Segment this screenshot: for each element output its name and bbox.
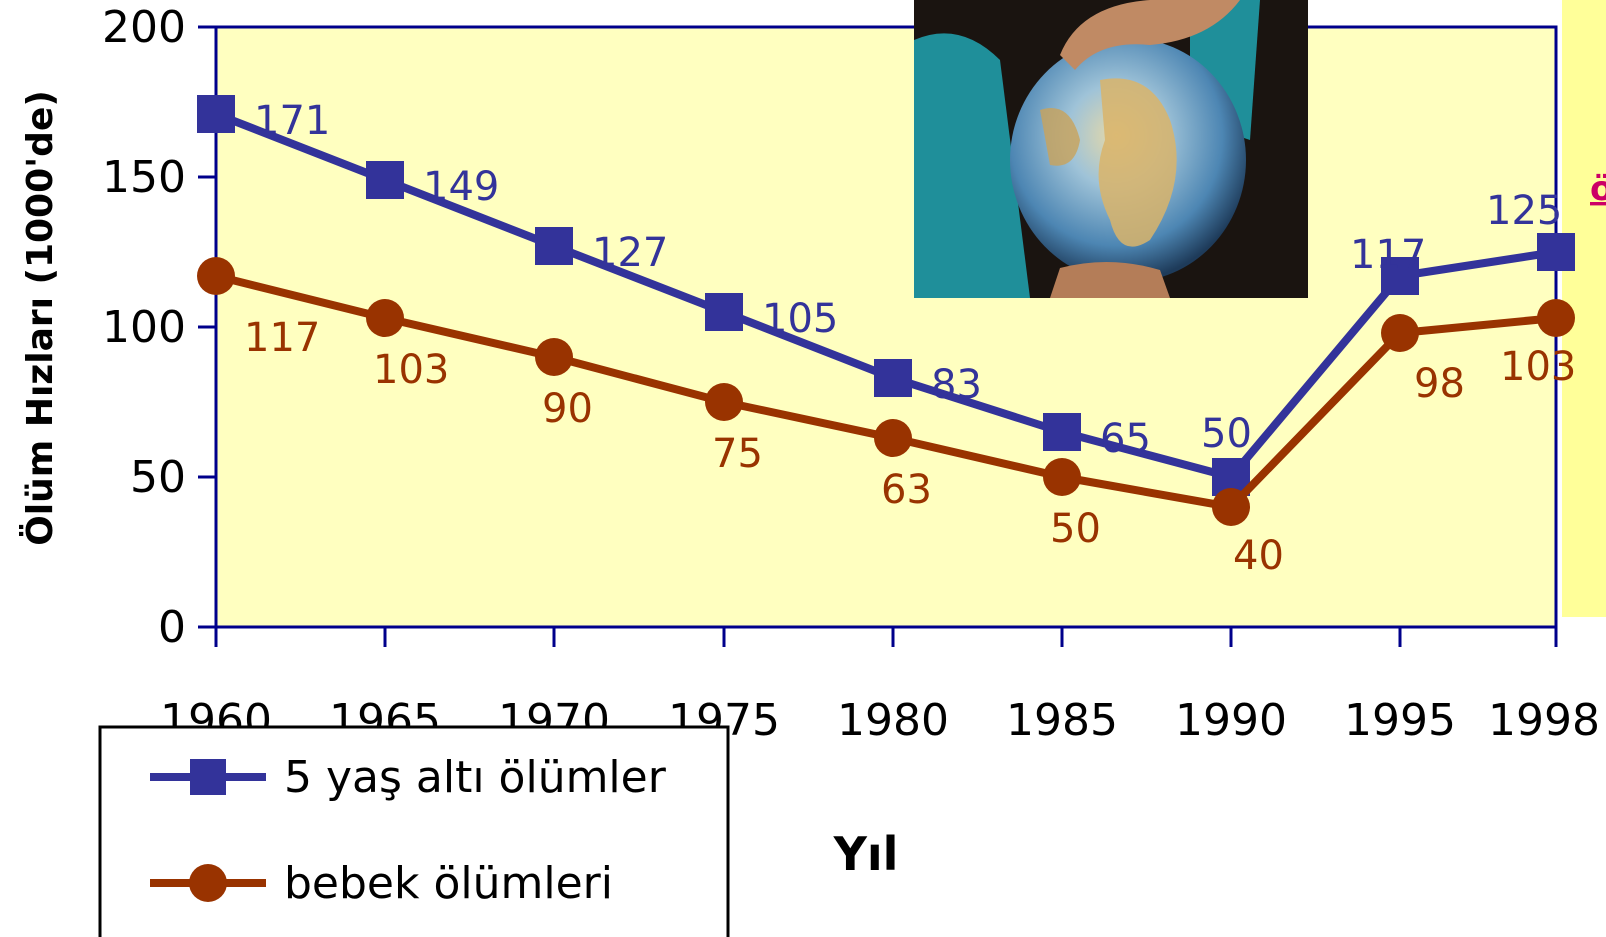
side-panel-text[interactable]: ö [1590,169,1606,209]
data-label: 105 [762,296,838,342]
data-point [874,419,912,457]
data-label: 98 [1414,361,1465,407]
data-point [197,257,235,295]
data-point [366,161,404,199]
legend-label-under5: 5 yaş altı ölümler [284,752,667,803]
x-tick-label: 1985 [1006,695,1118,746]
data-label: 127 [592,230,668,276]
data-label: 50 [1050,506,1101,552]
continent-shape-2 [1040,108,1080,166]
data-label: 65 [1100,416,1151,462]
x-tick-label: 1995 [1344,695,1456,746]
hand-bottom [1050,261,1170,298]
x-tick-label: 1998 [1488,695,1600,746]
data-point [705,293,743,331]
x-tick-label: 1980 [837,695,949,746]
data-label: 103 [1500,344,1576,390]
data-point [535,227,573,265]
data-label: 75 [712,431,763,477]
y-tick-label: 150 [102,152,186,203]
legend-label-infant: bebek ölümleri [284,858,613,909]
x-axis-title: Yıl [833,827,899,881]
legend-marker-square-icon [190,759,226,795]
continent-shape [1098,78,1177,247]
data-point [1381,257,1419,295]
legend-marker-circle-icon [189,864,227,902]
data-label: 149 [423,164,499,210]
globe-photo [914,0,1308,298]
y-tick-label: 100 [102,302,186,353]
data-label: 171 [254,98,330,144]
y-axis-title: Ölüm Hızları (1000'de) [19,90,61,546]
data-point [874,359,912,397]
teal-shirt [914,33,1030,298]
series-under5: 171 149 127 105 83 65 50 117 125 [197,95,1575,496]
data-label: 63 [881,467,932,513]
data-label: 40 [1233,533,1284,579]
series-layer: 171 149 127 105 83 65 50 117 125 117 103 90 75 63 50 40… [197,95,1576,579]
data-point [535,338,573,376]
data-label: 83 [931,362,982,408]
data-label: 117 [1350,232,1426,278]
y-axis: 0 50 100 150 200 [102,2,218,653]
data-point [366,299,404,337]
data-label: 125 [1486,188,1562,234]
data-point [705,383,743,421]
legend: 5 yaş altı ölümler bebek ölümleri [98,725,730,937]
data-point [1537,299,1575,337]
y-tick-label: 0 [158,602,186,653]
data-point [1537,233,1575,271]
data-point [1212,488,1250,526]
series-infant: 117 103 90 75 63 50 40 98 103 [197,257,1576,579]
y-tick-label: 200 [102,2,186,53]
data-point [1381,314,1419,352]
data-point [1043,413,1081,451]
data-label: 103 [373,347,449,393]
y-tick-label: 50 [130,452,186,503]
x-tick-label: 1990 [1175,695,1287,746]
data-label: 50 [1201,411,1252,457]
data-label: 90 [542,386,593,432]
data-label: 117 [244,315,320,361]
data-point [1043,458,1081,496]
data-point [197,95,235,133]
hand-top [1060,0,1240,70]
